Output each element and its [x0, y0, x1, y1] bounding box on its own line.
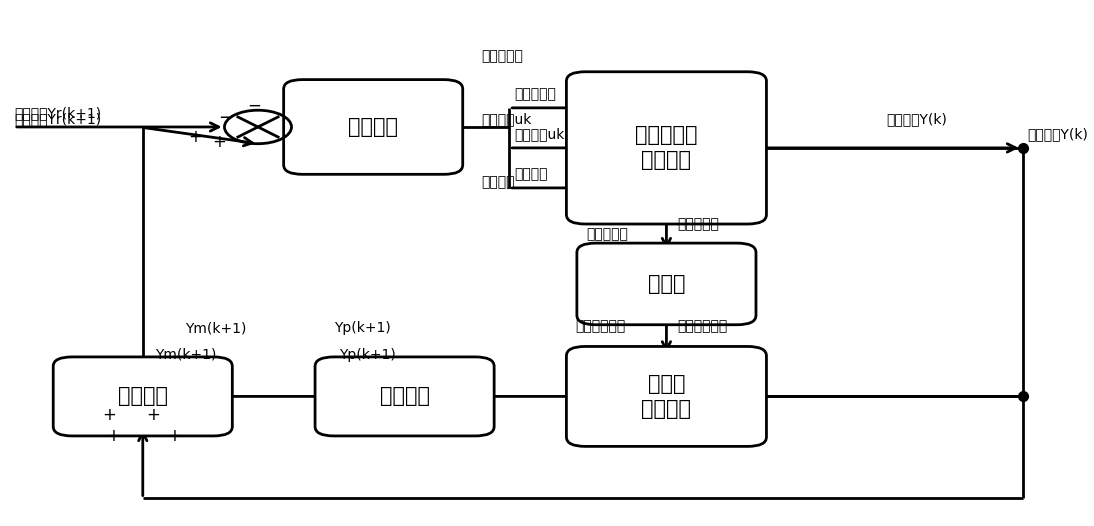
Text: Yp(k+1): Yp(k+1) — [339, 348, 396, 362]
Text: 模型预测: 模型预测 — [380, 387, 430, 407]
FancyBboxPatch shape — [283, 79, 463, 174]
Text: +: + — [212, 133, 226, 150]
Text: +: + — [106, 427, 120, 445]
Text: 滚动优化: 滚动优化 — [348, 117, 398, 137]
Text: Ym(k+1): Ym(k+1) — [185, 321, 246, 336]
Text: 阴极开放式
燃料电池: 阴极开放式 燃料电池 — [636, 126, 698, 170]
Text: Yp(k+1): Yp(k+1) — [335, 321, 392, 336]
Text: 实际温度Y(k): 实际温度Y(k) — [886, 112, 947, 126]
FancyBboxPatch shape — [54, 357, 232, 436]
Text: 热力学建模: 热力学建模 — [677, 217, 719, 231]
Text: +: + — [167, 427, 182, 445]
FancyBboxPatch shape — [567, 347, 767, 447]
Text: 控制变量uk: 控制变量uk — [514, 128, 565, 141]
Text: −: − — [247, 97, 261, 115]
Text: 泰勒公式展开: 泰勒公式展开 — [575, 319, 626, 333]
Text: 热力学建模: 热力学建模 — [585, 227, 628, 241]
Text: 可测干扰: 可测干扰 — [481, 175, 514, 189]
Text: −: − — [218, 108, 233, 127]
FancyBboxPatch shape — [567, 72, 767, 224]
Text: 热模型: 热模型 — [648, 274, 685, 294]
Text: +: + — [103, 406, 116, 424]
Text: 不可测干扰: 不可测干扰 — [481, 49, 523, 63]
Text: +: + — [147, 406, 160, 424]
FancyBboxPatch shape — [577, 243, 756, 325]
FancyBboxPatch shape — [315, 357, 494, 436]
Text: +: + — [188, 128, 202, 146]
Text: 线性化
状态空间: 线性化 状态空间 — [641, 374, 691, 419]
Text: 控制变量uk: 控制变量uk — [481, 112, 532, 126]
Text: 泰勒公式展开: 泰勒公式展开 — [677, 319, 728, 333]
Text: Ym(k+1): Ym(k+1) — [155, 347, 217, 361]
Text: 实际温度Y(k): 实际温度Y(k) — [1027, 128, 1089, 141]
Text: 不可测干扰: 不可测干扰 — [514, 88, 557, 102]
Text: 可测干扰: 可测干扰 — [514, 168, 548, 181]
Text: 参考输入Yr(k+1): 参考输入Yr(k+1) — [14, 112, 101, 126]
Text: 参考输入Yr(k+1): 参考输入Yr(k+1) — [14, 107, 101, 120]
Text: 反馈校正: 反馈校正 — [118, 387, 167, 407]
